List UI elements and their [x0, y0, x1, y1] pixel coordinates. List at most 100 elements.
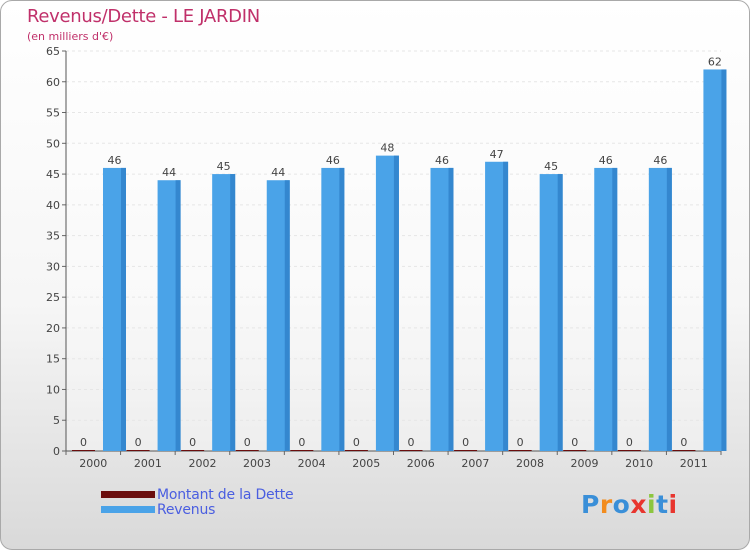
logo-letter: P	[581, 490, 600, 519]
y-tick-label: 15	[46, 353, 60, 366]
y-tick-label: 5	[53, 414, 60, 427]
revenue-bar-shade	[284, 180, 290, 451]
debt-bar	[72, 450, 95, 451]
revenue-bar-shade	[393, 155, 399, 451]
debt-data-label: 0	[353, 436, 360, 449]
debt-bar	[617, 450, 641, 451]
debt-bar	[454, 450, 478, 451]
y-tick-label: 45	[46, 168, 60, 181]
debt-bar	[672, 450, 696, 451]
y-tick-label: 30	[46, 260, 60, 273]
x-tick-label: 2000	[79, 457, 107, 470]
revenue-bar-shade	[721, 69, 727, 451]
revenue-data-label: 45	[217, 160, 231, 173]
revenue-data-label: 46	[653, 154, 667, 167]
debt-bar	[181, 450, 205, 451]
revenue-bar	[648, 167, 672, 451]
y-tick-label: 35	[46, 230, 60, 243]
revenue-bar	[594, 167, 618, 451]
x-tick-label: 2003	[243, 457, 271, 470]
debt-bar	[126, 450, 150, 451]
debt-data-label: 0	[298, 436, 305, 449]
x-tick-label: 2010	[625, 457, 653, 470]
revenue-data-label: 44	[162, 166, 176, 179]
legend-item-revenue: Revenus	[101, 501, 293, 518]
revenue-bar-shade	[448, 167, 454, 451]
debt-data-label: 0	[462, 436, 469, 449]
legend-label-debt: Montant de la Dette	[157, 486, 294, 503]
debt-data-label: 0	[571, 436, 578, 449]
legend: Montant de la Dette Revenus	[101, 486, 294, 518]
x-tick-label: 2006	[407, 457, 435, 470]
debt-data-label: 0	[680, 436, 687, 449]
debt-data-label: 0	[80, 436, 87, 449]
debt-bar	[235, 450, 259, 451]
logo-letter: r	[599, 490, 613, 519]
y-tick-label: 60	[46, 76, 60, 89]
revenue-data-label: 62	[708, 55, 722, 68]
debt-bar	[344, 450, 368, 451]
y-tick-label: 0	[53, 445, 60, 458]
logo-letter: t	[656, 490, 669, 519]
debt-data-label: 0	[244, 436, 251, 449]
revenue-bar-shade	[557, 174, 563, 452]
debt-data-label: 0	[517, 436, 524, 449]
revenue-data-label: 47	[490, 148, 504, 161]
debt-bar	[563, 450, 587, 451]
legend-item-debt: Montant de la Dette	[101, 486, 294, 503]
revenue-bar-shade	[121, 167, 126, 451]
revenue-bar-shade	[612, 167, 618, 451]
revenue-bar	[266, 180, 290, 451]
revenue-bar-shade	[175, 180, 181, 451]
revenue-data-label: 44	[271, 166, 285, 179]
y-tick-label: 40	[46, 199, 60, 212]
chart-subtitle: (en milliers d'€)	[27, 30, 114, 43]
revenue-bar-shade	[339, 167, 345, 451]
x-tick-label: 2008	[516, 457, 544, 470]
x-tick-label: 2002	[188, 457, 216, 470]
x-tick-label: 2007	[461, 457, 489, 470]
debt-data-label: 0	[408, 436, 415, 449]
revenue-data-label: 46	[108, 154, 122, 167]
x-tick-label: 2005	[352, 457, 380, 470]
revenue-bar	[212, 174, 236, 452]
legend-swatch-revenue	[101, 506, 155, 513]
logo-letter: i	[668, 490, 678, 519]
x-tick-label: 2001	[134, 457, 162, 470]
revenue-bar-shade	[230, 174, 236, 452]
revenue-data-label: 45	[544, 160, 558, 173]
debt-data-label: 0	[189, 436, 196, 449]
legend-label-revenue: Revenus	[157, 501, 216, 518]
y-tick-label: 25	[46, 291, 60, 304]
revenue-data-label: 46	[326, 154, 340, 167]
debt-bar	[290, 450, 314, 451]
debt-bar	[399, 450, 423, 451]
y-tick-label: 20	[46, 322, 60, 335]
revenue-bar	[103, 167, 126, 451]
y-tick-label: 10	[46, 383, 60, 396]
revenue-bar	[485, 161, 509, 451]
debt-data-label: 0	[626, 436, 633, 449]
x-tick-label: 2004	[298, 457, 326, 470]
x-tick-label: 2011	[680, 457, 708, 470]
debt-data-label: 0	[135, 436, 142, 449]
legend-swatch-debt	[101, 491, 155, 498]
revenue-bar-shade	[666, 167, 672, 451]
y-tick-label: 50	[46, 137, 60, 150]
y-tick-label: 65	[46, 45, 60, 58]
logo-letter: x	[630, 490, 647, 519]
revenue-bar	[157, 180, 181, 451]
logo-letter: i	[647, 490, 657, 519]
revenue-data-label: 46	[599, 154, 613, 167]
logo-letter: o	[612, 490, 631, 519]
revenue-data-label: 48	[380, 142, 394, 155]
revenue-bar	[375, 155, 399, 451]
revenue-bar	[703, 69, 727, 451]
x-tick-label: 2009	[571, 457, 599, 470]
revenue-bar-shade	[503, 161, 509, 451]
proxiti-logo: Proxiti	[581, 490, 678, 519]
revenue-bar	[430, 167, 454, 451]
revenue-data-label: 46	[435, 154, 449, 167]
